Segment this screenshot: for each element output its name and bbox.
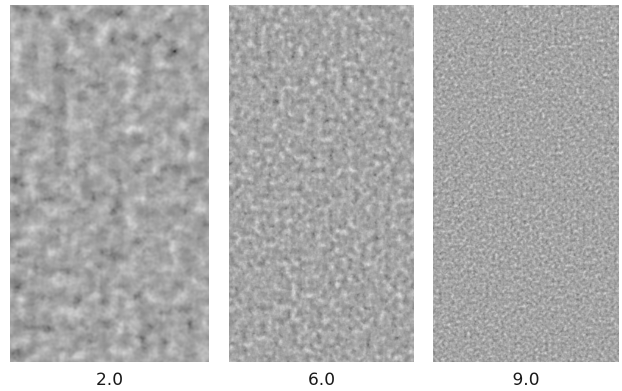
panel-label-2: 6.0 bbox=[307, 370, 336, 390]
panel-label-3: 9.0 bbox=[512, 370, 540, 390]
fine-grain-texture bbox=[433, 5, 619, 362]
coarse-grain-texture bbox=[10, 5, 209, 362]
panel-label-1: 2.0 bbox=[95, 370, 124, 390]
micrograph-panel-6-0 bbox=[229, 5, 414, 362]
micrograph-panel-2-0 bbox=[10, 5, 209, 362]
medium-grain-texture bbox=[229, 5, 414, 362]
micrograph-panel-9-0 bbox=[433, 5, 619, 362]
